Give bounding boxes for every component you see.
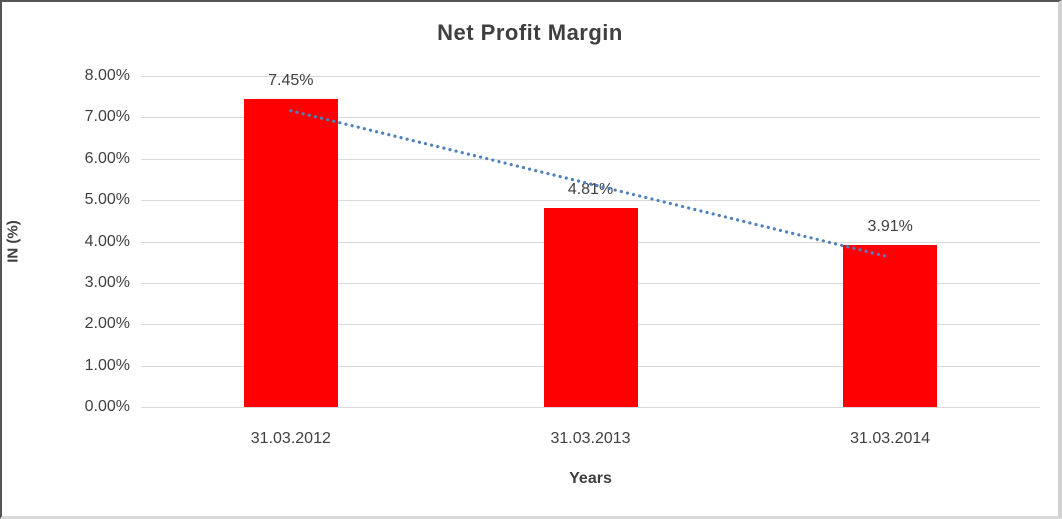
y-axis-tick-label: 6.00% — [84, 149, 130, 167]
y-axis-tick-label: 1.00% — [84, 356, 130, 374]
bar-31.03.2013 — [543, 208, 638, 407]
y-axis-tick-label: 4.00% — [84, 232, 130, 250]
gridline — [141, 158, 1040, 160]
y-axis-tick-label: 5.00% — [84, 191, 130, 209]
gridline — [141, 200, 1040, 202]
trendline — [289, 109, 892, 259]
gridline — [141, 407, 1040, 408]
bar-data-label: 7.45% — [268, 71, 314, 89]
y-axis-tick-label: 0.00% — [84, 398, 130, 415]
x-axis-tick-label: 31.03.2013 — [550, 430, 631, 447]
gridline — [141, 117, 1040, 119]
y-axis-tick-label: 8.00% — [84, 67, 130, 84]
x-axis-title: Years — [569, 470, 612, 487]
bar-31.03.2014 — [843, 245, 938, 407]
bar-31.03.2012 — [243, 98, 338, 407]
y-axis-tick-label: 3.00% — [84, 273, 130, 291]
plot-area: 7.45% 4.81% 3.91% — [141, 72, 1040, 408]
x-axis-tick-label: 31.03.2014 — [850, 430, 931, 447]
y-axis-tick-label: 7.00% — [84, 108, 130, 126]
bar-data-label: 4.81% — [567, 180, 614, 198]
bar-data-label: 3.91% — [867, 218, 913, 236]
chart-title: Net Profit Margin — [437, 20, 623, 45]
gridline — [141, 76, 1040, 77]
x-axis-tick-label: 31.03.2012 — [250, 430, 331, 447]
y-axis-tick-label: 2.00% — [84, 315, 130, 333]
